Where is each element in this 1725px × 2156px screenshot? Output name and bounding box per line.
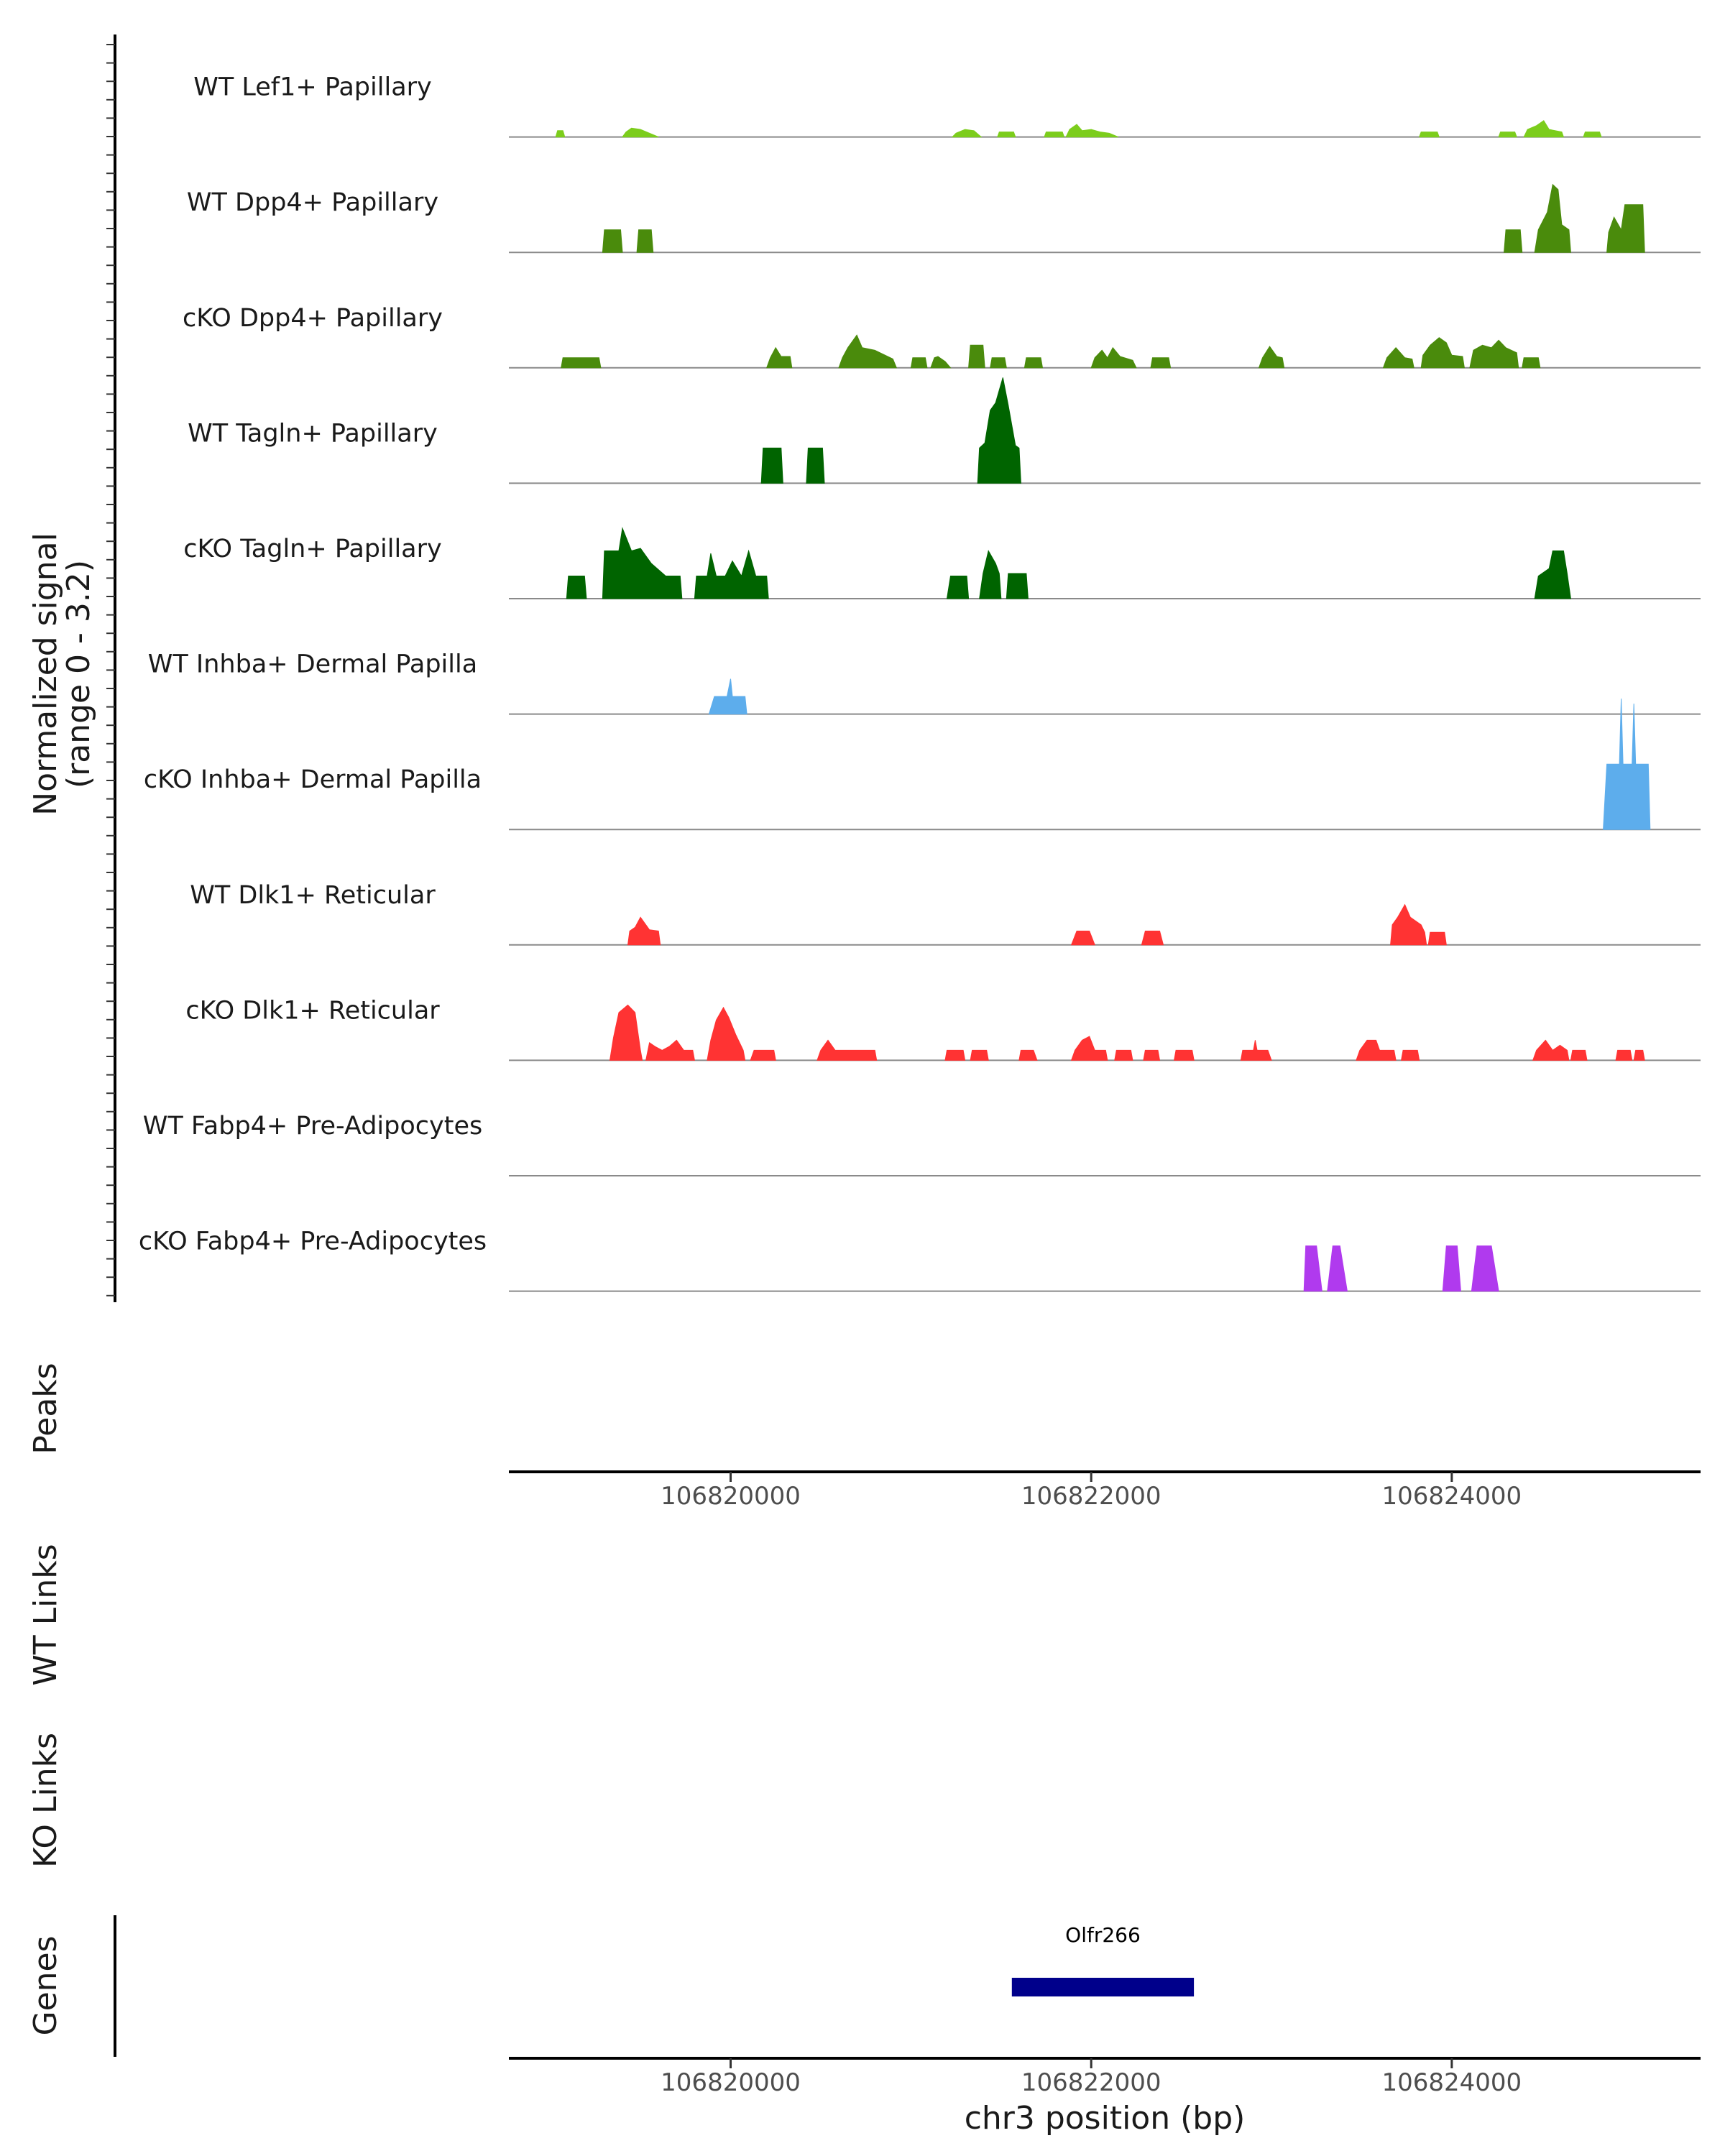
track-3: cKO Dpp4+ Papillary <box>183 304 1701 369</box>
peaks-x-tick-label: 106824000 <box>1382 1482 1522 1511</box>
track-label: cKO Dlk1+ Reticular <box>185 996 440 1025</box>
coverage-area <box>566 527 1571 599</box>
coverage-area <box>1603 699 1651 830</box>
track-9: cKO Dlk1+ Reticular <box>185 996 1701 1061</box>
genes-x-axis: 106820000 106822000 106824000 <box>661 2058 1522 2097</box>
genes-x-tick-label: 106824000 <box>1382 2068 1522 2097</box>
track-label: WT Inhba+ Dermal Papilla <box>148 650 477 679</box>
coverage-area <box>561 334 1541 369</box>
coverage-area <box>760 377 1021 484</box>
track-label: cKO Inhba+ Dermal Papilla <box>144 765 482 794</box>
coverage-area <box>602 183 1645 253</box>
coverage-area <box>627 903 1447 946</box>
track-label: cKO Dpp4+ Papillary <box>183 304 443 333</box>
track-1: WT Lef1+ Papillary <box>193 73 1701 138</box>
track-label: WT Tagln+ Papillary <box>188 419 438 448</box>
track-label: WT Dlk1+ Reticular <box>190 881 436 910</box>
signal-tracks: WT Lef1+ Papillary WT Dpp4+ Papillary cKO … <box>139 73 1701 1292</box>
coverage-area <box>1303 1245 1499 1292</box>
track-4: WT Tagln+ Papillary <box>188 377 1701 484</box>
track-6: WT Inhba+ Dermal Papilla <box>148 650 1701 715</box>
signal-y-axis-ticks <box>106 44 115 1296</box>
peaks-x-axis: 106820000 106822000 106824000 <box>661 1472 1522 1511</box>
track-label: WT Fabp4+ Pre-Adipocytes <box>143 1112 482 1141</box>
x-axis-label: chr3 position (bp) <box>965 2100 1246 2137</box>
gene-track: Olfr266 <box>1011 1923 1195 1996</box>
coverage-area <box>609 1004 1645 1061</box>
coverage-area <box>708 678 748 715</box>
ko-links-label: KO Links <box>27 1733 64 1868</box>
track-label: WT Lef1+ Papillary <box>193 73 432 102</box>
coverage-area <box>555 120 1602 138</box>
track-8: WT Dlk1+ Reticular <box>190 881 1701 946</box>
gene-bar-olfr266 <box>1011 1978 1195 1996</box>
peaks-x-tick-label: 106822000 <box>1021 1482 1162 1511</box>
track-5: cKO Tagln+ Papillary <box>183 527 1701 599</box>
track-label: cKO Fabp4+ Pre-Adipocytes <box>139 1227 487 1256</box>
track-11: cKO Fabp4+ Pre-Adipocytes <box>139 1227 1701 1292</box>
track-label: cKO Tagln+ Papillary <box>183 535 442 563</box>
track-10: WT Fabp4+ Pre-Adipocytes <box>143 1112 1701 1176</box>
wt-links-label: WT Links <box>27 1544 64 1685</box>
track-2: WT Dpp4+ Papillary <box>187 183 1701 254</box>
genes-x-tick-label: 106822000 <box>1021 2068 1162 2097</box>
gene-label: Olfr266 <box>1065 1923 1141 1947</box>
track-label: WT Dpp4+ Papillary <box>187 188 438 217</box>
y-axis-range-label: (range 0 - 3.2) <box>60 560 97 788</box>
genes-x-tick-label: 106820000 <box>661 2068 801 2097</box>
peaks-label: Peaks <box>27 1363 64 1454</box>
track-7: cKO Inhba+ Dermal Papilla <box>144 699 1701 831</box>
genes-label: Genes <box>27 1935 64 2035</box>
y-axis-label: Normalized signal <box>27 533 64 816</box>
peaks-x-tick-label: 106820000 <box>661 1482 801 1511</box>
